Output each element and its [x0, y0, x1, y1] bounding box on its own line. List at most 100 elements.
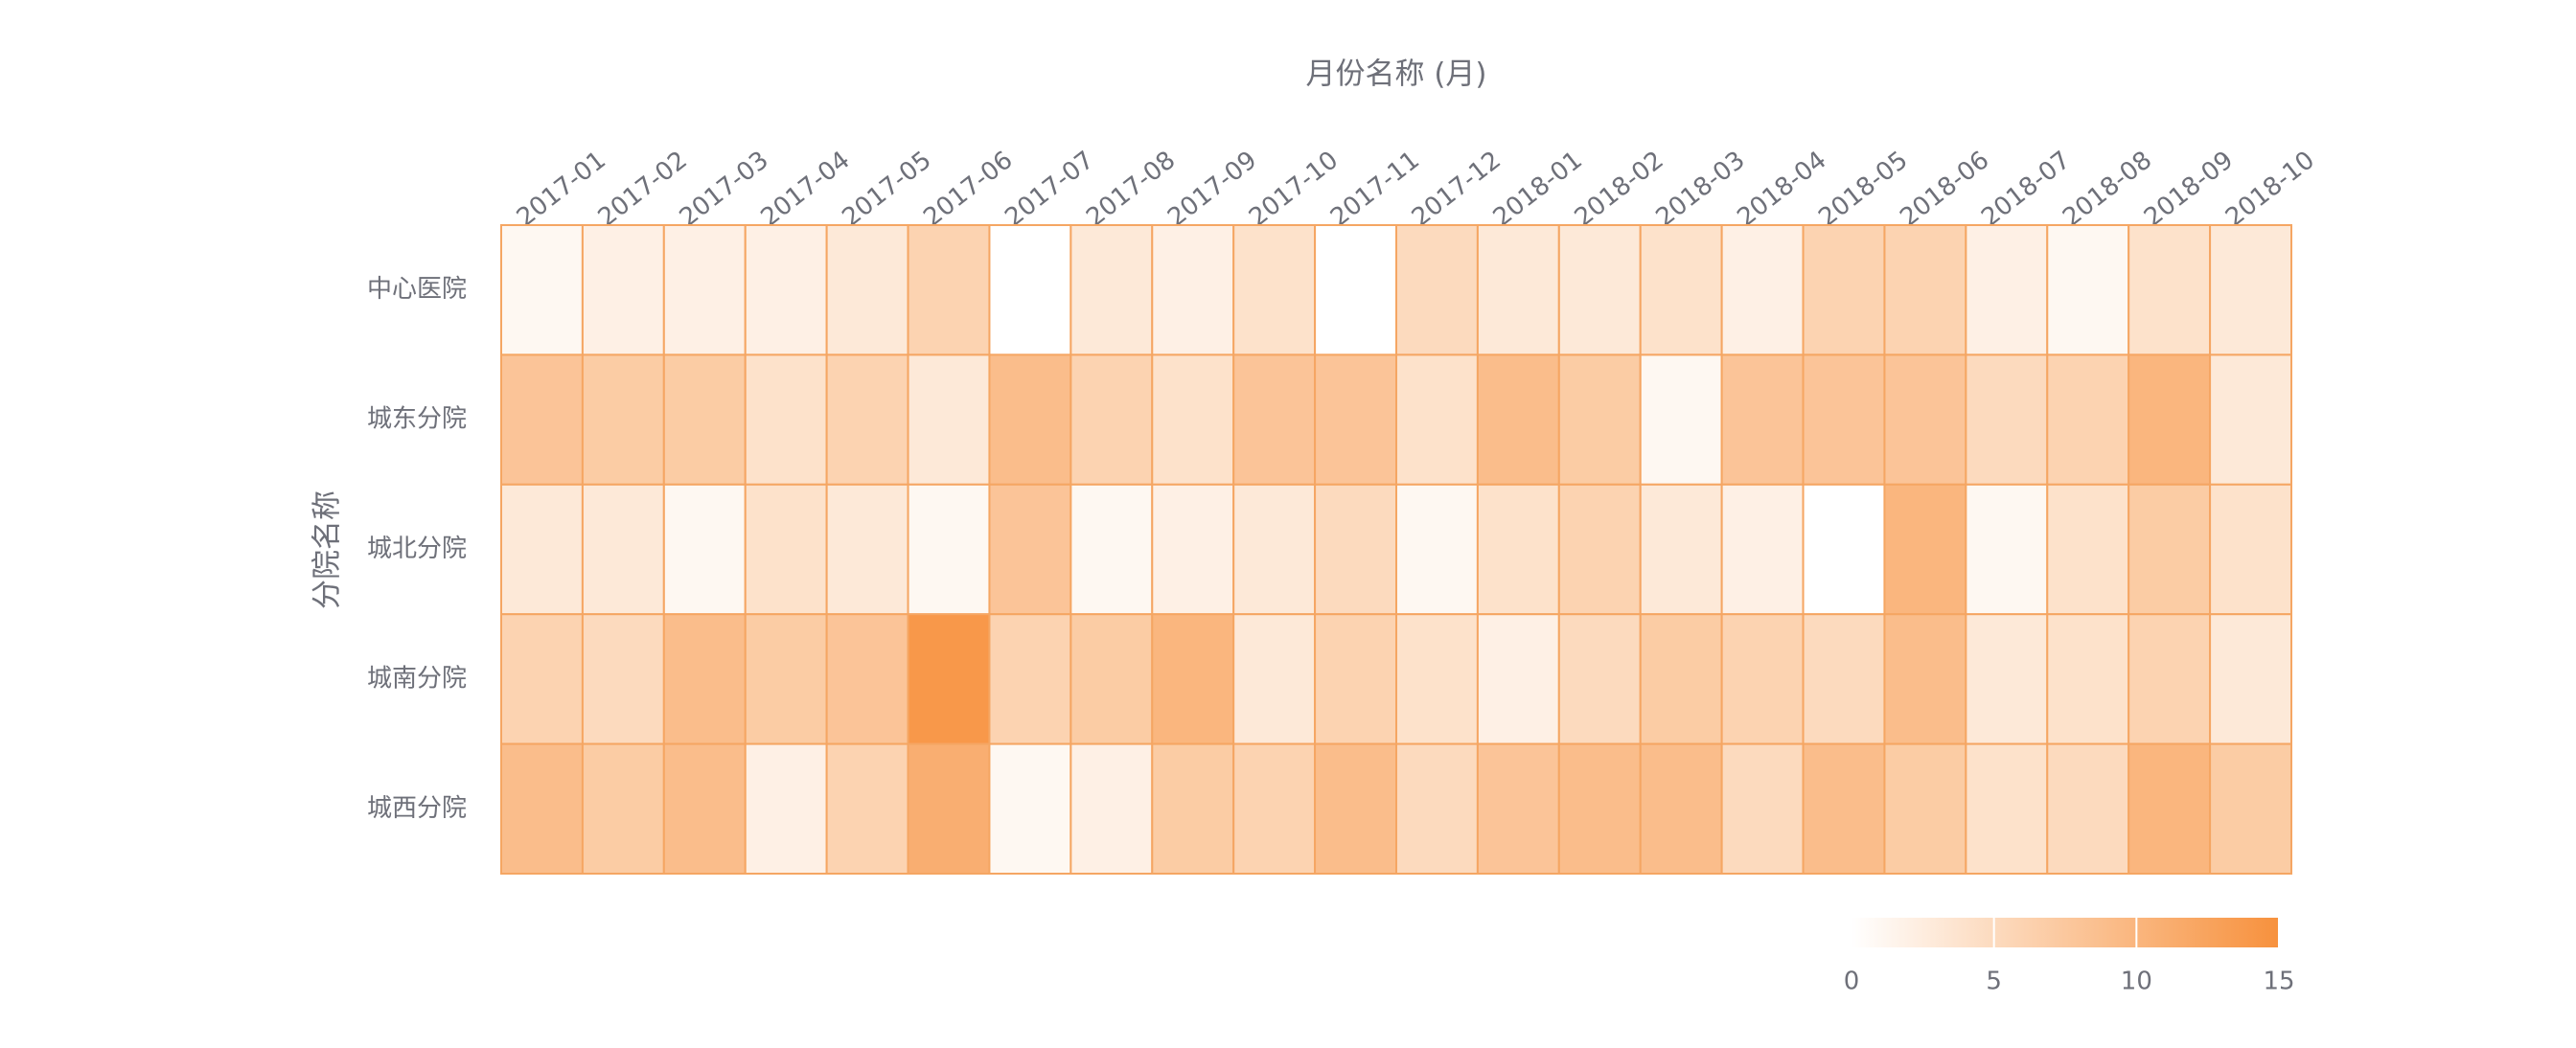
cell — [1395, 742, 1479, 875]
y-tick-label: 中心医院 — [367, 275, 467, 304]
cell — [1151, 224, 1235, 356]
cell — [744, 613, 828, 745]
cell — [2209, 483, 2292, 616]
cell — [1965, 613, 2049, 745]
legend-label: 15 — [2263, 968, 2294, 996]
x-tick-label: 2017-12 — [1407, 146, 1506, 233]
y-axis-title: 分院名称 — [310, 490, 345, 609]
cell — [1557, 353, 1642, 486]
cell — [1314, 483, 1398, 616]
x-tick-label: 2017-02 — [593, 146, 693, 233]
x-tick-label: 2017-07 — [1000, 146, 1099, 233]
cell — [1151, 742, 1235, 875]
cell — [581, 613, 665, 745]
cell — [1476, 224, 1560, 356]
cell — [1395, 483, 1479, 616]
cell — [2046, 483, 2130, 616]
x-tick-label: 2018-04 — [1732, 146, 1831, 233]
cell — [1314, 353, 1398, 486]
x-tick-label: 2017-04 — [756, 146, 856, 233]
cell — [1070, 613, 1154, 745]
cell — [1883, 742, 1967, 875]
cell — [1883, 353, 1967, 486]
x-tick-label: 2018-01 — [1488, 146, 1588, 233]
cell — [744, 224, 828, 356]
cell — [1476, 742, 1560, 875]
cell — [988, 613, 1072, 745]
cell — [2128, 353, 2212, 486]
cell — [744, 353, 828, 486]
cell — [1965, 483, 2049, 616]
x-tick-label: 2017-08 — [1081, 146, 1181, 233]
cell — [1476, 613, 1560, 745]
cell — [988, 224, 1072, 356]
cell — [1639, 742, 1723, 875]
x-tick-label: 2018-02 — [1570, 146, 1669, 233]
x-tick-label: 2018-09 — [2139, 146, 2239, 233]
cell — [907, 224, 991, 356]
cell — [907, 483, 991, 616]
cell — [662, 483, 747, 616]
cell — [1802, 353, 1886, 486]
cell — [1720, 483, 1805, 616]
x-tick-label: 2018-03 — [1651, 146, 1751, 233]
cell — [1802, 613, 1886, 745]
cell — [1639, 224, 1723, 356]
cell — [1476, 483, 1560, 616]
cell — [1720, 224, 1805, 356]
cell — [1557, 742, 1642, 875]
cell — [1883, 483, 1967, 616]
cell — [1232, 483, 1317, 616]
cell — [1557, 224, 1642, 356]
x-tick-label: 2017-03 — [675, 146, 774, 233]
cell — [2128, 613, 2212, 745]
cell — [1557, 613, 1642, 745]
cell — [581, 742, 665, 875]
x-tick-label: 2017-05 — [837, 146, 936, 233]
cell — [744, 483, 828, 616]
cell — [907, 613, 991, 745]
cell — [907, 742, 991, 875]
cell — [907, 353, 991, 486]
cell — [662, 742, 747, 875]
cell — [2209, 613, 2292, 745]
x-axis-title: 月份名称 (月) — [1305, 57, 1486, 92]
cell — [2209, 742, 2292, 875]
cell — [662, 224, 747, 356]
y-tick-label: 城北分院 — [367, 535, 467, 563]
cell — [581, 483, 665, 616]
x-tick-label: 2017-11 — [1325, 146, 1425, 233]
cell — [1232, 613, 1317, 745]
cell — [1070, 224, 1154, 356]
cell — [1395, 613, 1479, 745]
cell — [1965, 742, 2049, 875]
cell — [1151, 353, 1235, 486]
cell — [1314, 224, 1398, 356]
cell — [500, 613, 584, 745]
cell — [988, 483, 1072, 616]
cell — [1639, 613, 1723, 745]
cell — [581, 224, 665, 356]
legend-label: 5 — [1986, 968, 2002, 996]
cell — [662, 613, 747, 745]
cell — [2046, 224, 2130, 356]
x-labels: 2017-012017-022017-032017-042017-052017-… — [512, 146, 2320, 233]
cell — [1151, 483, 1235, 616]
x-tick-label: 2017-06 — [918, 146, 1018, 233]
cell — [1476, 353, 1560, 486]
cell — [500, 483, 584, 616]
x-tick-label: 2018-10 — [2220, 146, 2320, 233]
cell — [1151, 613, 1235, 745]
legend-label: 0 — [1844, 968, 1860, 996]
cell — [1802, 483, 1886, 616]
cell — [988, 742, 1072, 875]
cell — [2046, 353, 2130, 486]
cell — [2128, 224, 2212, 356]
cell — [1395, 224, 1479, 356]
cell — [825, 613, 909, 745]
cell — [1232, 742, 1317, 875]
legend-gradient — [1852, 918, 2279, 947]
cell — [825, 353, 909, 486]
cell — [1720, 613, 1805, 745]
y-tick-label: 城西分院 — [367, 794, 467, 823]
